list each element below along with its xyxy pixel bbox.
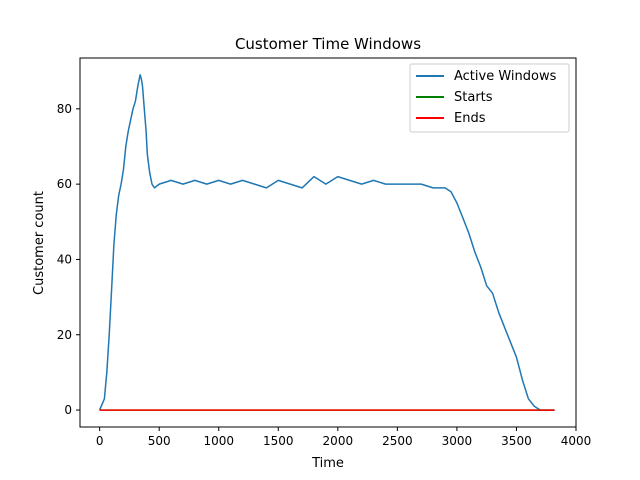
legend: Active Windows Starts Ends (409, 63, 570, 133)
y-tick-label: 80 (57, 102, 72, 116)
x-axis: 0 500 1000 1500 2000 2500 3000 3500 4000 (96, 427, 591, 448)
legend-label-active-windows: Active Windows (454, 69, 557, 84)
plot-area (98, 74, 555, 411)
y-tick-label: 60 (57, 177, 72, 191)
series-layer (98, 74, 555, 411)
x-tick-label: 3000 (442, 434, 473, 448)
legend-box (409, 63, 570, 133)
plot-frame (79, 57, 577, 428)
legend-label-ends: Ends (454, 111, 486, 126)
y-tick-label: 20 (57, 328, 72, 342)
x-tick-label: 2000 (323, 434, 354, 448)
x-axis-label: Time (311, 456, 344, 471)
y-axis-label: Customer count (32, 191, 47, 295)
x-tick-label: 1500 (263, 434, 294, 448)
y-tick-label: 40 (57, 252, 72, 266)
x-tick-label: 0 (96, 434, 104, 448)
series-line-active-windows (98, 74, 555, 411)
y-tick-label: 0 (64, 403, 72, 417)
x-tick-label: 2500 (382, 434, 413, 448)
x-tick-label: 4000 (561, 434, 592, 448)
x-tick-label: 3500 (501, 434, 532, 448)
y-axis: 0 20 40 60 80 (57, 102, 80, 417)
chart-title: Customer Time Windows (235, 35, 421, 53)
legend-label-starts: Starts (454, 90, 493, 105)
x-tick-label: 500 (148, 434, 171, 448)
x-tick-label: 1000 (203, 434, 234, 448)
